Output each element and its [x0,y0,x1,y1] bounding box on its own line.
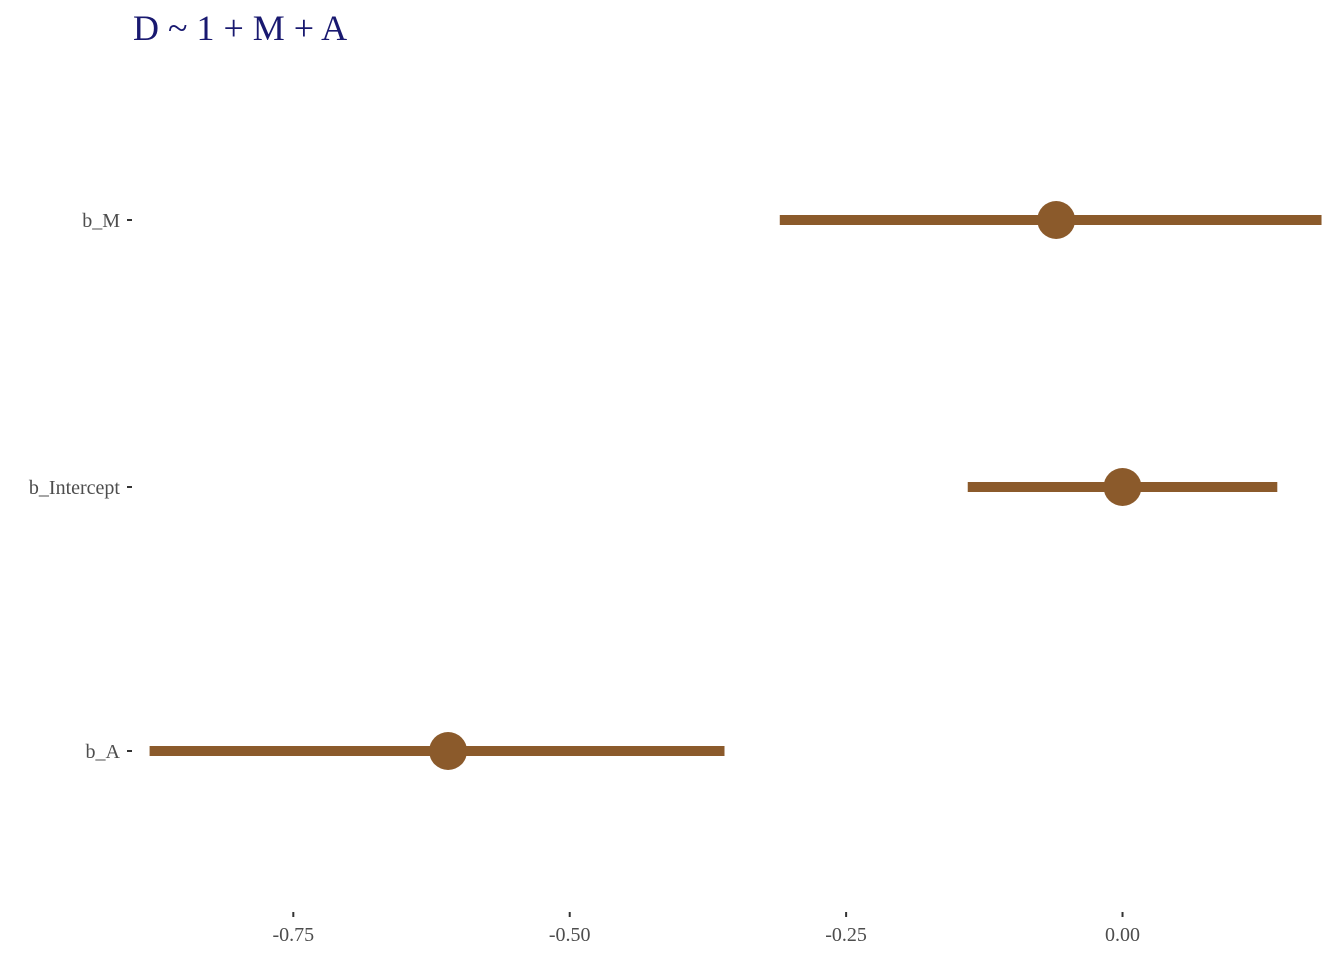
x-tick-label: -0.50 [549,924,591,946]
pointrange-b-a [149,732,725,770]
chart-marks [149,201,1322,770]
x-tick-label: -0.75 [272,924,314,946]
y-axis: b_M b_Intercept b_A [29,210,132,763]
chart-title: D ~ 1 + M + A [133,8,347,48]
x-axis: -0.75 -0.50 -0.25 0.00 [272,912,1140,946]
y-tick-label-b-a: b_A [86,741,121,763]
pointrange-b-m [779,201,1322,239]
y-tick-label-b-intercept: b_Intercept [29,477,121,499]
estimate-point-b-intercept [1103,468,1142,506]
estimate-point-b-a [429,732,468,770]
estimate-point-b-m [1037,201,1076,239]
x-tick-label: -0.25 [825,924,867,946]
x-tick-label: 0.00 [1105,924,1140,946]
y-tick-label-b-m: b_M [82,210,120,232]
pointrange-b-intercept [967,468,1278,506]
